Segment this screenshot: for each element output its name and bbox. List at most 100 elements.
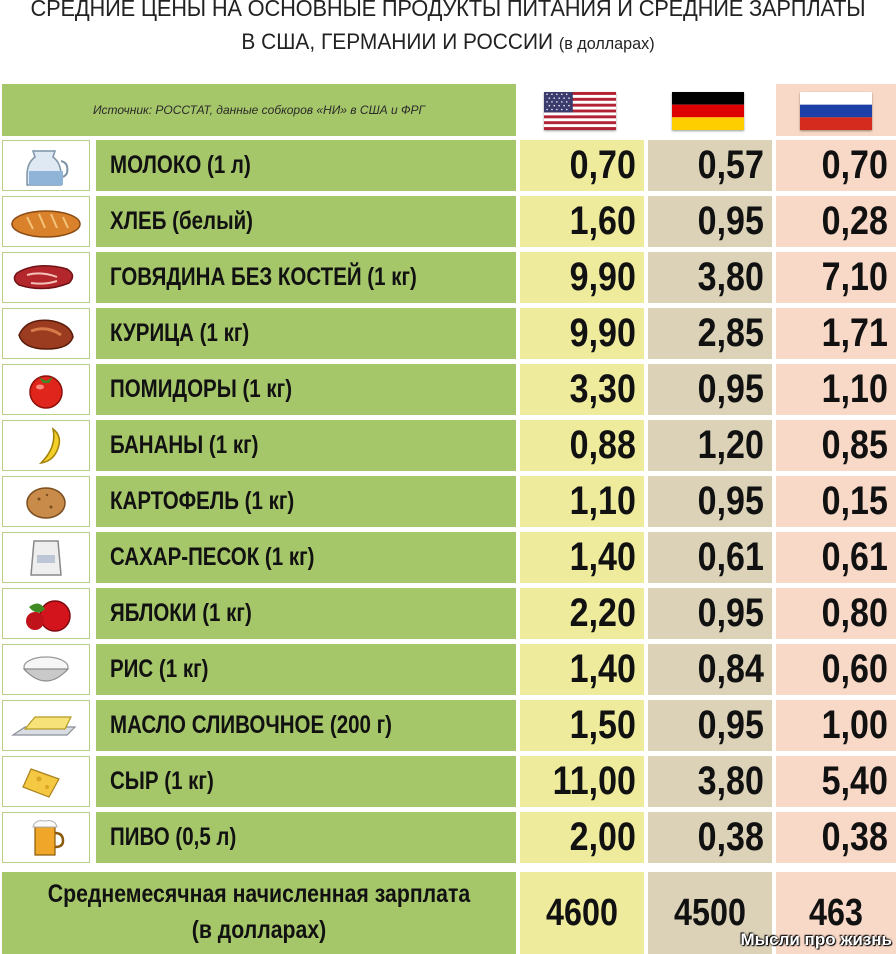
row-icon-cell [2,756,90,807]
russia-price-cell: 0,61 [776,532,896,583]
product-name: КАРТОФЕЛЬ (1 кг) [110,487,295,515]
russia-price-cell: 0,60 [776,644,896,695]
usa-price: 1,60 [569,199,636,243]
usa-price: 0,88 [569,423,636,467]
product-name-cell: СЫР (1 кг) [96,756,516,807]
russia-price: 1,00 [821,703,888,747]
product-name: ГОВЯДИНА БЕЗ КОСТЕЙ (1 кг) [110,263,417,291]
table-row: РИС (1 кг) 1,40 0,84 0,60 [0,644,896,695]
product-name-cell: МАСЛО СЛИВОЧНОЕ (200 г) [96,700,516,751]
product-name-cell: БАНАНЫ (1 кг) [96,420,516,471]
product-name: БАНАНЫ (1 кг) [110,431,259,459]
usa-price: 1,50 [569,703,636,747]
russia-price: 0,85 [821,423,888,467]
russia-price-cell: 0,28 [776,196,896,247]
table-row: САХАР-ПЕСОК (1 кг) 1,40 0,61 0,61 [0,532,896,583]
russia-price: 7,10 [821,255,888,299]
russia-price: 1,71 [821,311,888,355]
title-line-2-text: В США, ГЕРМАНИИ И РОССИИ [241,29,554,54]
salary-label-unit: (в долларах) [191,916,327,944]
table-row: МОЛОКО (1 л) 0,70 0,57 0,70 [0,140,896,191]
germany-price: 0,95 [697,367,764,411]
usa-price-cell: 2,20 [520,588,644,639]
germany-price-cell: 1,20 [648,420,772,471]
germany-salary: 4500 [674,892,746,934]
germany-flag-icon [672,92,744,130]
table-row: МАСЛО СЛИВОЧНОЕ (200 г) 1,50 0,95 1,00 [0,700,896,751]
usa-price: 2,20 [569,591,636,635]
usa-price: 2,00 [569,815,636,859]
germany-price: 0,95 [697,479,764,523]
russia-salary-cell: 463 [776,872,896,954]
potato-icon [26,487,66,519]
russia-salary: 463 [809,892,863,934]
germany-price-cell: 2,85 [648,308,772,359]
row-icon-cell [2,644,90,695]
table-row: КАРТОФЕЛЬ (1 кг) 1,10 0,95 0,15 [0,476,896,527]
product-name: ПОМИДОРЫ (1 кг) [110,375,293,403]
germany-price-cell: 3,80 [648,252,772,303]
germany-price-cell: 0,61 [648,532,772,583]
row-icon-cell [2,812,90,863]
product-name: САХАР-ПЕСОК (1 кг) [110,543,315,571]
chicken-icon [18,319,74,350]
usa-price-cell: 1,40 [520,644,644,695]
germany-price-cell: 0,84 [648,644,772,695]
salary-row: Среднемесячная начисленная зарплата (в д… [0,872,896,954]
usa-price-cell: 1,10 [520,476,644,527]
germany-price: 0,95 [697,199,764,243]
usa-salary: 4600 [546,892,618,934]
row-icon-cell [2,700,90,751]
germany-price: 0,95 [697,591,764,635]
table-row: ХЛЕБ (белый) 1,60 0,95 0,28 [0,196,896,247]
usa-price-cell: 3,30 [520,364,644,415]
product-name-cell: КУРИЦА (1 кг) [96,308,516,359]
sugar-bag-icon [30,540,62,576]
page-title: СРЕДНИЕ ЦЕНЫ НА ОСНОВНЫЕ ПРОДУКТЫ ПИТАНИ… [0,0,896,70]
russia-price-cell: 0,85 [776,420,896,471]
butter-icon [11,716,77,736]
russia-price-cell: 0,80 [776,588,896,639]
usa-price: 0,70 [569,143,636,187]
row-icon-cell [2,252,90,303]
title-currency-note: (в долларах) [558,34,655,53]
russia-price: 0,38 [821,815,888,859]
germany-price: 0,61 [697,535,764,579]
product-name-cell: ГОВЯДИНА БЕЗ КОСТЕЙ (1 кг) [96,252,516,303]
usa-price-cell: 11,00 [520,756,644,807]
title-line-2: В США, ГЕРМАНИИ И РОССИИ (в долларах) [22,28,873,58]
table-row: КУРИЦА (1 кг) 9,90 2,85 1,71 [0,308,896,359]
rice-bowl-icon [22,656,70,682]
salary-label-cell: Среднемесячная начисленная зарплата (в д… [2,872,516,954]
usa-price: 9,90 [569,311,636,355]
germany-price-cell: 0,95 [648,588,772,639]
germany-price-cell: 0,95 [648,196,772,247]
germany-price: 0,38 [697,815,764,859]
russia-price: 0,60 [821,647,888,691]
russia-price-cell: 1,71 [776,308,896,359]
table-row: БАНАНЫ (1 кг) 0,88 1,20 0,85 [0,420,896,471]
product-name: РИС (1 кг) [110,655,209,683]
usa-price-cell: 1,60 [520,196,644,247]
usa-price-cell: 0,88 [520,420,644,471]
product-name-cell: РИС (1 кг) [96,644,516,695]
apple-icon [26,600,71,632]
beer-mug-icon [32,820,65,856]
usa-price: 1,40 [569,647,636,691]
russia-price-cell: 1,10 [776,364,896,415]
row-icon-cell [2,588,90,639]
germany-salary-cell: 4500 [648,872,772,954]
germany-price: 3,80 [697,759,764,803]
russia-price: 0,28 [821,199,888,243]
title-line-1: СРЕДНИЕ ЦЕНЫ НА ОСНОВНЫЕ ПРОДУКТЫ ПИТАНИ… [30,0,866,21]
germany-price: 0,95 [697,703,764,747]
usa-price-cell: 9,90 [520,252,644,303]
usa-price: 1,40 [569,535,636,579]
usa-price: 11,00 [552,759,636,803]
germany-price-cell: 0,38 [648,812,772,863]
product-name: МАСЛО СЛИВОЧНОЕ (200 г) [110,711,392,739]
product-name-cell: ПОМИДОРЫ (1 кг) [96,364,516,415]
bread-icon [11,210,81,238]
watermark: Мысли про жизнь [740,930,892,949]
product-name: КУРИЦА (1 кг) [110,319,250,347]
